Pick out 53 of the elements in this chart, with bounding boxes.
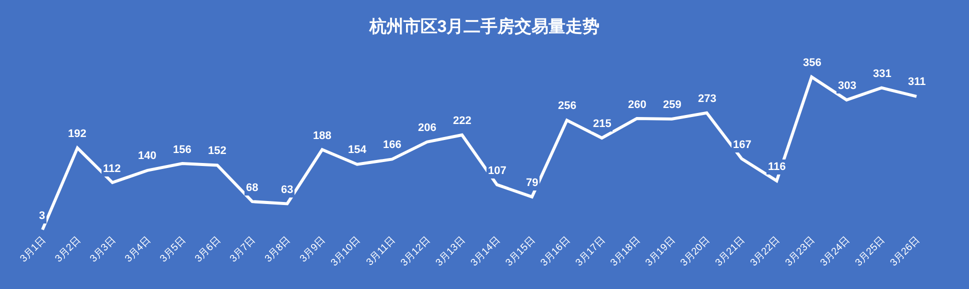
chart-title: 杭州市区3月二手房交易量走势 xyxy=(368,17,600,36)
x-tick-label: 3月1日 xyxy=(18,234,48,265)
x-tick-label: 3月18日 xyxy=(608,234,642,269)
x-tick-label: 3月8日 xyxy=(263,234,293,265)
data-label: 79 xyxy=(526,177,538,189)
data-label: 156 xyxy=(173,144,192,156)
x-tick-label: 3月26日 xyxy=(888,234,922,269)
data-label: 260 xyxy=(628,99,646,111)
x-tick-label: 3月14日 xyxy=(468,234,503,269)
data-label: 140 xyxy=(138,150,156,162)
data-label: 116 xyxy=(768,161,786,173)
x-tick-label: 3月16日 xyxy=(538,234,573,269)
data-label: 356 xyxy=(803,57,822,69)
data-label: 68 xyxy=(246,182,258,194)
x-tick-label: 3月5日 xyxy=(158,234,188,265)
data-label: 273 xyxy=(698,93,716,105)
data-label: 167 xyxy=(733,139,752,151)
data-label: 107 xyxy=(488,165,506,177)
data-label: 206 xyxy=(418,122,436,134)
x-tick-label: 3月4日 xyxy=(123,234,154,265)
data-label: 166 xyxy=(383,139,402,151)
x-tick-label: 3月17日 xyxy=(574,234,608,269)
x-tick-label: 3月24日 xyxy=(818,234,852,269)
x-tick-label: 3月15日 xyxy=(504,234,538,269)
x-tick-label: 3月2日 xyxy=(53,234,84,265)
data-label: 3 xyxy=(39,210,46,222)
data-label: 222 xyxy=(453,115,472,127)
data-label: 152 xyxy=(208,145,226,157)
data-label: 215 xyxy=(593,118,612,130)
x-tick-label: 3月9日 xyxy=(298,234,328,265)
x-tick-label: 3月10日 xyxy=(329,234,363,269)
data-label: 259 xyxy=(663,99,682,111)
x-tick-label: 3月22日 xyxy=(748,234,782,269)
data-label: 331 xyxy=(873,68,892,80)
data-label: 63 xyxy=(281,184,294,196)
x-tick-label: 3月11日 xyxy=(364,234,398,268)
x-tick-label: 3月7日 xyxy=(228,234,258,265)
x-tick-label: 3月19日 xyxy=(644,234,678,269)
data-label: 192 xyxy=(68,128,86,140)
data-label: 154 xyxy=(348,144,368,156)
x-tick-label: 3月3日 xyxy=(88,234,118,265)
x-tick-label: 3月13日 xyxy=(434,234,468,269)
data-label: 256 xyxy=(558,100,576,112)
data-label: 188 xyxy=(313,130,332,142)
x-tick-label: 3月21日 xyxy=(714,234,748,269)
x-tick-label: 3月6日 xyxy=(193,234,223,265)
data-label: 303 xyxy=(838,80,856,92)
x-tick-label: 3月20日 xyxy=(678,234,712,269)
x-tick-label: 3月12日 xyxy=(398,234,433,269)
data-label: 112 xyxy=(103,163,121,175)
x-tick-label: 3月25日 xyxy=(853,234,888,269)
data-label: 311 xyxy=(908,76,926,88)
x-tick-label: 3月23日 xyxy=(784,234,818,269)
